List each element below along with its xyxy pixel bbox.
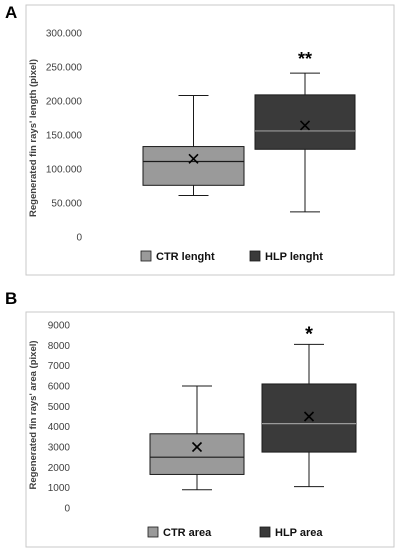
panel-a-ytick-label: 200.000 <box>46 97 83 108</box>
mean-marker <box>191 441 203 453</box>
panel-a-plot: ** <box>142 49 356 213</box>
iqr-box <box>142 146 245 186</box>
panel-b-letter: B <box>5 289 17 308</box>
panel-a-ytick-label: 50.000 <box>51 199 82 210</box>
mean-marker <box>188 153 199 164</box>
panel-b-box-1 <box>149 385 245 491</box>
legend-label: HLP area <box>275 527 323 539</box>
panel-b-ytick-label: 7000 <box>48 361 71 372</box>
panel-b: B Regenerated fin rays' area (pixel) 0 10… <box>5 289 395 548</box>
panel-a-significance-label: ** <box>298 49 312 69</box>
panel-a-letter: A <box>5 3 17 22</box>
panel-a-ytick-label: 150.000 <box>46 131 83 142</box>
panel-a-ytick-label: 300.000 <box>46 29 83 40</box>
panel-b-ytick-label: 0 <box>64 504 70 515</box>
panel-a-ylabel: Regenerated fin rays' length (pixel) <box>28 59 39 217</box>
iqr-box <box>254 94 356 150</box>
panel-a-ytick-label: 250.000 <box>46 63 83 74</box>
mean-marker <box>303 411 315 422</box>
panel-b-significance-label: * <box>305 323 313 345</box>
legend-swatch <box>147 526 159 538</box>
panel-b-ytick-label: 9000 <box>48 321 71 332</box>
panel-a-legend: CTR lenght HLP lenght <box>140 250 323 263</box>
panel-a-ytick-label: 100.000 <box>46 165 83 176</box>
panel-a-ticks: 0 50.000 100.000 150.000 200.000 250.000 300.0… <box>46 29 83 244</box>
panel-b-box-2: * <box>261 323 357 488</box>
panel-b-ytick-label: 1000 <box>48 483 71 494</box>
panel-b-ytick-label: 2000 <box>48 463 71 474</box>
panel-b-ylabel: Regenerated fin rays' area (pixel) <box>28 340 39 489</box>
legend-label: CTR area <box>163 527 212 539</box>
panel-b-legend: CTR area HLP area <box>147 526 323 539</box>
panel-b-ytick-label: 8000 <box>48 341 71 352</box>
panel-a: A Regenerated fin rays' length (pixel) 0… <box>5 3 395 276</box>
panel-b-frame <box>25 311 395 548</box>
iqr-box <box>149 433 245 475</box>
panel-a-box-2: ** <box>254 49 356 213</box>
legend-label: HLP lenght <box>265 251 323 263</box>
panel-a-frame <box>25 4 395 276</box>
mean-marker <box>299 120 311 131</box>
panel-b-ytick-label: 3000 <box>48 443 71 454</box>
legend-swatch <box>249 250 261 262</box>
iqr-box <box>261 383 357 453</box>
legend-label: CTR lenght <box>156 251 215 263</box>
legend-swatch <box>140 250 152 262</box>
panel-b-ytick-label: 4000 <box>48 422 71 433</box>
panel-a-box-1 <box>142 95 245 197</box>
panel-b-ticks: 0 1000 2000 3000 4000 5000 6000 7000 8000 9000 <box>48 321 71 515</box>
panel-b-plot: * <box>149 323 357 491</box>
panel-b-ytick-label: 6000 <box>48 382 71 393</box>
panel-b-ytick-label: 5000 <box>48 402 71 413</box>
legend-swatch <box>259 526 271 538</box>
panel-a-ytick-label: 0 <box>76 233 82 244</box>
